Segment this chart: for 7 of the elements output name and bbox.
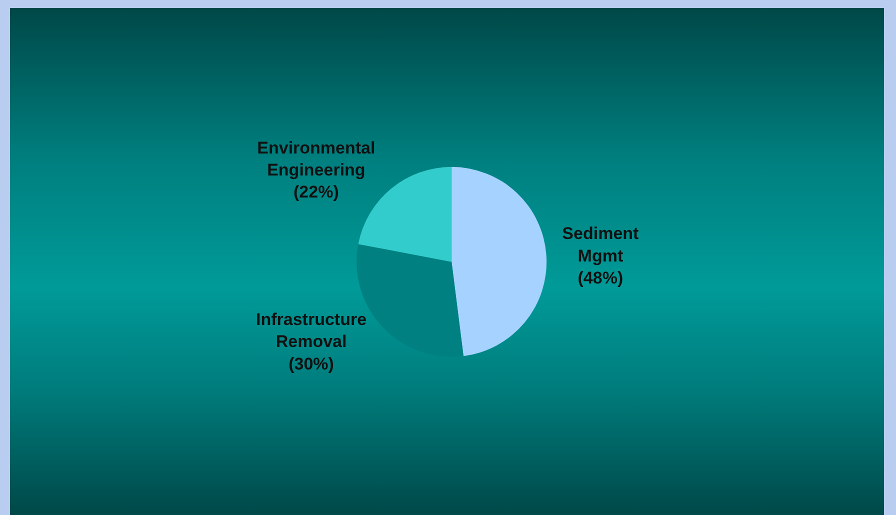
- data-label: (30%): [288, 354, 334, 374]
- data-label: (22%): [294, 182, 339, 202]
- pie-slice: [452, 166, 546, 356]
- slice-label: Infrastructure Removal: [256, 310, 367, 352]
- data-label: (48%): [578, 268, 624, 288]
- slice-label: Environmental Engineering: [257, 138, 376, 180]
- slice-label: Sediment Mgmt: [562, 224, 640, 266]
